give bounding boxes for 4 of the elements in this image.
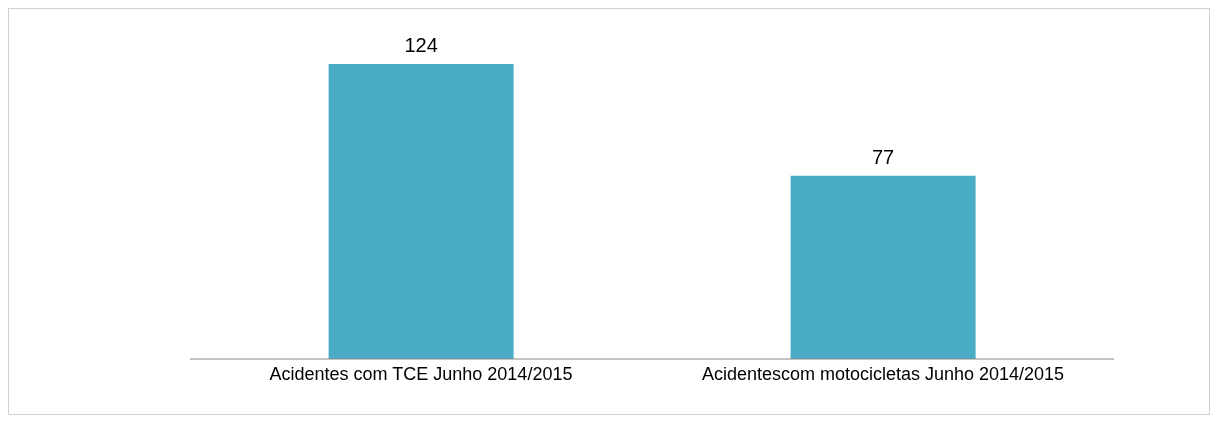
x-tick-label: Acidentescom motocicletas Junho 2014/2015 [701, 363, 1065, 384]
data-label: 124 [404, 34, 438, 56]
data-label: 77 [871, 145, 895, 168]
x-tick-label: Acidentes com TCE Junho 2014/2015 [269, 363, 573, 384]
